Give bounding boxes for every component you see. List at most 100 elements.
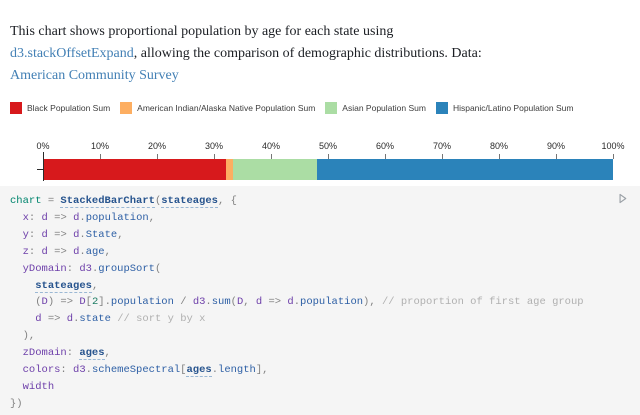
legend-item: Hispanic/Latino Population Sum xyxy=(435,102,573,114)
x-axis-tick-label: 20% xyxy=(147,141,167,151)
code-token: , xyxy=(104,245,111,258)
code-token: D xyxy=(41,296,48,309)
legend-item: Black Population Sum xyxy=(10,102,110,114)
code-token: , xyxy=(148,211,156,224)
code-line: }) xyxy=(10,396,614,413)
code-token: , xyxy=(91,279,99,292)
code-token: d3 xyxy=(73,364,86,377)
x-axis-domain-line xyxy=(43,152,44,181)
bar-segment[interactable] xyxy=(317,159,613,180)
code-token: : xyxy=(66,347,80,360)
code-token xyxy=(10,246,23,258)
stacked-bar-chart: 0% 10% 20% 30% 40% 50% 60% 70% 80% 90% 100% xyxy=(0,141,640,182)
code-token: => xyxy=(41,313,67,326)
code-token: colors xyxy=(22,364,61,377)
code-token: [ xyxy=(180,364,187,377)
code-token: d xyxy=(41,228,48,241)
code-token: . xyxy=(79,211,86,224)
code-token: D xyxy=(79,296,86,309)
x-axis-tick-mark xyxy=(271,154,272,159)
code-token: => xyxy=(47,245,74,258)
code-token: d xyxy=(73,228,80,241)
link-american-community-survey[interactable]: American Community Survey xyxy=(10,68,179,83)
chart-legend: Black Population Sum American Indian/Alas… xyxy=(10,102,640,114)
stacked-bar xyxy=(44,159,613,180)
description-text-line1: This chart shows proportional population… xyxy=(10,24,394,39)
x-axis-tick-label: 80% xyxy=(489,141,509,151)
bar-segment[interactable] xyxy=(226,159,233,180)
x-axis-tick-mark xyxy=(556,154,557,159)
code-line: stateages, xyxy=(10,278,614,295)
code-line: ), xyxy=(10,328,614,345)
code-token: ( xyxy=(10,296,42,309)
bar-segment[interactable] xyxy=(44,159,227,180)
x-axis-tick-mark xyxy=(499,154,500,159)
description-text-after-link: , allowing the comparison of demographic… xyxy=(133,46,482,61)
x-axis-tick-label: 40% xyxy=(261,141,281,151)
x-axis-tick-label: 50% xyxy=(318,141,338,151)
code-token: stateages xyxy=(161,195,218,208)
code-token: age xyxy=(85,245,105,258)
code-token: zDomain xyxy=(22,347,67,360)
code-token: x xyxy=(22,211,29,224)
code-token: d xyxy=(66,313,74,326)
x-axis-tick-label: 10% xyxy=(90,141,110,151)
code-token: groupSort xyxy=(98,262,155,275)
code-token: ], xyxy=(255,364,269,377)
code-token: . xyxy=(79,245,86,258)
legend-swatch xyxy=(10,102,22,114)
code-line: chart = StackedBarChart(stateages, { xyxy=(10,193,614,210)
link-stackoffsetexpand[interactable]: d3.stackOffsetExpand xyxy=(10,46,134,61)
code-token: ( xyxy=(154,262,162,275)
code-token: 2 xyxy=(91,296,99,309)
code-token: // proportion of first age group xyxy=(381,296,584,309)
code-token: d3 xyxy=(79,262,92,275)
code-editor[interactable]: chart = StackedBarChart(stateages, { x: … xyxy=(10,193,614,413)
code-line: yDomain: d3.groupSort( xyxy=(10,261,614,278)
code-line: x: d => d.population, xyxy=(10,210,614,227)
legend-label: Black Population Sum xyxy=(27,103,111,113)
code-token: length xyxy=(218,364,256,377)
code-token: d xyxy=(287,296,294,309)
code-token: [ xyxy=(85,296,92,309)
code-token: = xyxy=(41,195,61,207)
x-axis-tick-label: 70% xyxy=(432,141,452,151)
code-line: z: d => d.age, xyxy=(10,244,614,261)
code-token: ages xyxy=(186,364,212,378)
code-token: ( xyxy=(230,296,237,309)
code-token: z xyxy=(22,245,29,258)
legend-item: American Indian/Alaska Native Population… xyxy=(120,102,315,114)
code-token: state xyxy=(79,313,111,326)
code-token: schemeSpectral xyxy=(91,364,181,377)
code-token: stateages xyxy=(35,279,92,293)
code-line: d => d.state // sort y by x xyxy=(10,311,614,328)
code-token xyxy=(10,229,23,241)
code-token xyxy=(10,212,23,224)
code-token: population xyxy=(85,211,149,224)
code-token: => xyxy=(47,211,74,224)
legend-swatch xyxy=(325,102,338,114)
code-token: ages xyxy=(79,347,105,361)
x-axis-tick-label: 60% xyxy=(375,141,395,151)
code-token: d xyxy=(73,245,80,258)
code-token xyxy=(10,347,23,359)
code-token: population xyxy=(300,296,364,309)
code-token: , xyxy=(117,228,124,241)
code-token: : xyxy=(60,364,74,377)
code-token: ( xyxy=(154,195,162,207)
code-token: d3 xyxy=(192,296,206,309)
x-axis-tick-mark xyxy=(157,154,158,159)
code-token: : xyxy=(28,228,42,241)
code-line: width xyxy=(10,379,614,396)
y-axis-tick xyxy=(37,169,43,170)
run-cell-button[interactable] xyxy=(614,193,630,209)
code-token: , xyxy=(104,347,111,360)
code-token: d xyxy=(41,245,48,258)
code-token: : xyxy=(66,262,80,275)
bar-segment[interactable] xyxy=(232,159,318,180)
code-line: y: d => d.State, xyxy=(10,227,614,244)
x-axis-tick-label: 0% xyxy=(36,141,50,151)
code-cell: chart = StackedBarChart(stateages, { x: … xyxy=(0,186,640,415)
notebook-description: This chart shows proportional population… xyxy=(0,14,640,87)
x-axis-tick-mark xyxy=(214,154,215,159)
